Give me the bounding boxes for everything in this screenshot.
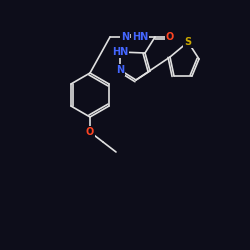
Text: HN: HN bbox=[132, 32, 148, 42]
Text: HN: HN bbox=[112, 47, 128, 57]
Text: N: N bbox=[116, 65, 124, 75]
Text: O: O bbox=[86, 127, 94, 137]
Text: O: O bbox=[166, 32, 174, 42]
Text: N: N bbox=[121, 32, 129, 42]
Text: S: S bbox=[184, 37, 192, 47]
